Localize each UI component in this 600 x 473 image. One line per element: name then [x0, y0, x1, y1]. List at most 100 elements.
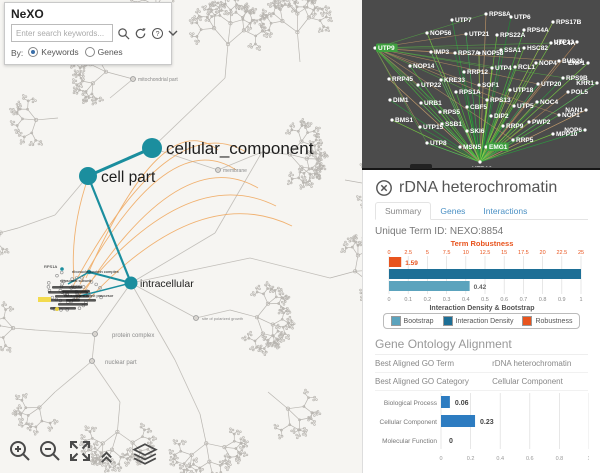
gene-node-rps8a[interactable]: RPS8A	[489, 11, 511, 18]
gene-node-utp7[interactable]: UTP7	[455, 17, 472, 24]
search-icon[interactable]	[117, 27, 130, 40]
gene-node-noc4[interactable]: NOC4	[540, 99, 558, 106]
cluster-label[interactable]: RPS1A	[44, 264, 57, 269]
gene-node-bud21[interactable]: BUD21	[562, 58, 584, 65]
gene-node-rps22a[interactable]: RPS22A	[500, 32, 526, 39]
gene-network-panel[interactable]: UTP9 NOP56 UTP7 RPS8A UTP6 RPS17B UTP21 RPS22A R…	[362, 0, 600, 170]
legend-item-interaction-density[interactable]: Interaction Density	[442, 316, 513, 326]
radio-circle[interactable]	[84, 47, 95, 57]
gene-node-nop6[interactable]: NOP6	[564, 127, 582, 134]
gene-node-ski6[interactable]: SKI6	[470, 128, 485, 135]
close-icon[interactable]	[375, 179, 393, 197]
gene-node-utp13[interactable]: UTP13	[554, 39, 575, 46]
go-chart-tick: 0.6	[526, 456, 534, 462]
gene-node-kre33[interactable]: KRE33	[444, 77, 465, 84]
gene-node-rps5[interactable]: RPS5	[443, 109, 460, 116]
gene-node-rrp12[interactable]: RRP12	[467, 69, 488, 76]
zoom-out-icon[interactable]	[38, 439, 62, 463]
gene-node-rrp9[interactable]: RRP9	[506, 123, 524, 130]
gene-node-pol5[interactable]: POL5	[571, 89, 588, 96]
ontology-node-membrane[interactable]: membrane	[223, 168, 247, 174]
bottom-axis-tick: 0.9	[558, 297, 566, 303]
ontology-node-cellular-component[interactable]: cellular_component	[166, 139, 314, 158]
gene-node-utp6[interactable]: UTP6	[514, 14, 531, 21]
gene-node-rps9b[interactable]: RPS9B	[566, 75, 588, 82]
gene-node-hsc82[interactable]: HSC82	[527, 45, 548, 52]
ontology-node-protein-complex[interactable]: protein complex	[112, 333, 154, 339]
legend-item-bootstrap[interactable]: Bootstrap	[390, 316, 434, 326]
gene-node-utp4[interactable]: UTP4	[495, 65, 512, 72]
gene-node-mpp10[interactable]: MPP10	[556, 131, 578, 138]
gene-node-cbf5[interactable]: CBF5	[470, 104, 487, 111]
gene-node-utp5[interactable]: UTP5	[517, 103, 534, 110]
radio-keywords[interactable]: Keywords	[28, 47, 79, 57]
ontology-canvas[interactable]: RPS1A ribonucleoprotein complex ribosomal …	[0, 0, 362, 473]
layers-icon[interactable]	[132, 443, 158, 465]
gene-node-rps1a[interactable]: RPS1A	[459, 89, 481, 96]
legend-item-robustness[interactable]: Robustness	[522, 316, 572, 326]
gene-node-nan1[interactable]: NAN1	[565, 107, 583, 114]
gene-node-nop1[interactable]: NOP1	[562, 112, 580, 119]
gene-node-ssb1[interactable]: SSB1	[445, 121, 462, 128]
ontology-node-cell-part[interactable]: cell part	[101, 169, 156, 186]
ontology-node-mitochondrial-part[interactable]: mitochondrial part	[138, 77, 178, 83]
gene-node-utp21[interactable]: UTP21	[469, 31, 490, 38]
ontology-node-circle[interactable]	[79, 167, 97, 185]
cluster-label[interactable]: ribosomal subunit	[60, 278, 92, 283]
gene-node-rpl4a[interactable]: RPL4A	[554, 40, 576, 47]
gene-node-rps17b[interactable]: RPS17B	[556, 19, 582, 26]
gene-node-utp10[interactable]: UTP10	[472, 166, 493, 167]
gene-node-nop14[interactable]: NOP14	[413, 63, 435, 70]
gene-node-utp22[interactable]: UTP22	[421, 82, 442, 89]
gene-node-krr1[interactable]: KRR1	[576, 80, 594, 87]
gene-node-enp1[interactable]: ENP1	[568, 60, 585, 67]
gene-node-rrp5[interactable]: RRP5	[516, 137, 534, 144]
gene-node-sof1[interactable]: SOF1	[482, 82, 499, 89]
go-chart-tick: 0.8	[556, 456, 564, 462]
gene-node-emg1[interactable]: EMG1	[489, 144, 508, 151]
ontology-node-circle[interactable]	[142, 138, 162, 158]
search-input[interactable]	[11, 24, 113, 42]
gene-node-rcl1[interactable]: RCL1	[518, 64, 535, 71]
gene-node-urb1[interactable]: URB1	[424, 100, 442, 107]
ontology-node-nuclear-part[interactable]: nuclear part	[105, 360, 137, 366]
gene-node-rrp45[interactable]: RRP45	[392, 76, 413, 83]
top-axis-tick: 15	[501, 250, 507, 256]
gene-node-msn5[interactable]: MSN5	[463, 144, 481, 151]
gene-node-pwp2[interactable]: PWP2	[532, 119, 551, 126]
gene-node-dip2[interactable]: DIP2	[494, 113, 509, 120]
chevron-down-icon[interactable]	[168, 28, 178, 38]
gene-node-utp20[interactable]: UTP20	[541, 81, 562, 88]
gene-node-nop58[interactable]: NOP58	[482, 50, 504, 57]
gene-node-utp18[interactable]: UTP18	[513, 87, 534, 94]
radio-circle[interactable]	[28, 47, 39, 57]
cluster-label[interactable]: ribonucleoprotein complex	[72, 269, 119, 274]
gene-node-utp15[interactable]: UTP15	[423, 124, 444, 131]
reset-icon[interactable]	[134, 27, 147, 40]
tab-genes[interactable]: Genes	[440, 206, 466, 216]
panel-resize-handle[interactable]	[410, 164, 432, 169]
radio-genes[interactable]: Genes	[84, 47, 123, 57]
gene-node-dim1[interactable]: DIM1	[393, 97, 409, 104]
collapse-all-icon[interactable]	[98, 448, 115, 465]
zoom-in-icon[interactable]	[8, 439, 32, 463]
help-icon[interactable]: ?	[151, 27, 164, 40]
dense-cluster[interactable]: RPS1A ribonucleoprotein complex ribosomal …	[38, 264, 119, 312]
gene-node-rps7a[interactable]: RPS7A	[458, 50, 480, 57]
gene-node-rps4a[interactable]: RPS4A	[527, 27, 549, 34]
gene-node-nop4[interactable]: NOP4	[539, 60, 557, 67]
tab-interactions[interactable]: Interactions	[483, 206, 528, 216]
gene-node-utp9[interactable]: UTP9	[378, 45, 395, 52]
tab-summary[interactable]: Summary	[375, 202, 432, 220]
gene-node-rps13[interactable]: RPS13	[490, 97, 511, 104]
ontology-node-site-of-polarized-growth[interactable]: site of polarized growth	[202, 316, 243, 321]
gene-node-imp3[interactable]: IMP3	[434, 49, 450, 56]
fit-screen-icon[interactable]	[68, 439, 92, 463]
gene-node-bms1[interactable]: BMS1	[395, 117, 413, 124]
ontology-node-intracellular[interactable]: intracellular	[140, 278, 194, 290]
gene-node-utp8[interactable]: UTP8	[430, 140, 447, 147]
gene-node-ssa1[interactable]: SSA1	[504, 47, 521, 54]
cluster-label[interactable]: ribosomal subunit precursor	[64, 293, 114, 298]
ontology-node-circle[interactable]	[124, 276, 138, 290]
gene-node-nop56[interactable]: NOP56	[430, 30, 452, 37]
